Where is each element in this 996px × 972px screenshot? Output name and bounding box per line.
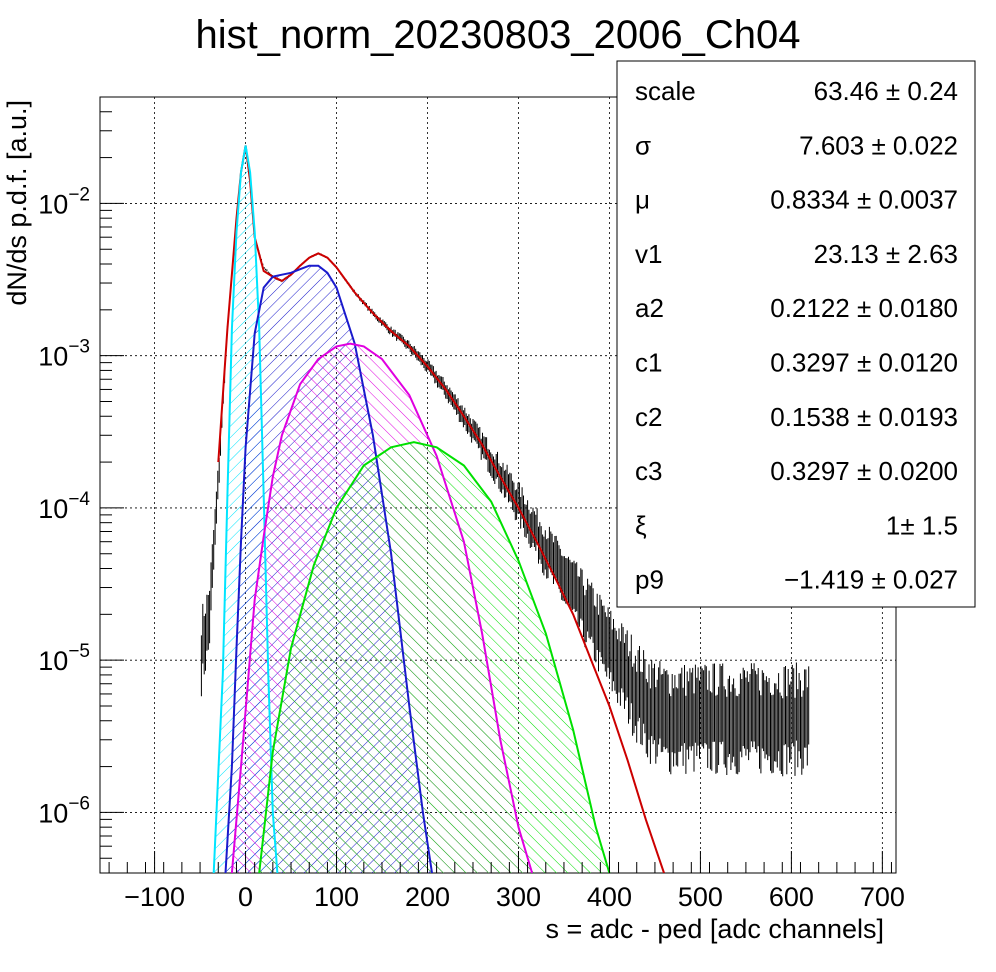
stats-param-name: ξ (635, 510, 647, 540)
stats-param-value: 1± 1.5 (886, 510, 958, 540)
series-line-3 (230, 342, 534, 873)
stats-param-name: v1 (635, 239, 662, 269)
stats-param-value: −1.419 ± 0.027 (784, 565, 958, 595)
x-tick-label: −100 (124, 882, 185, 912)
stats-param-name: c1 (635, 348, 662, 378)
stats-param-value: 0.8334 ± 0.0037 (770, 185, 958, 215)
component-fills (213, 145, 610, 873)
y-tick-label: 10−3 (38, 337, 90, 372)
x-tick-label: 700 (860, 882, 905, 912)
stats-param-name: scale (635, 76, 696, 106)
stats-box: scale 63.46 ± 0.24 σ 7.603 ± 0.022 μ 0.8334 ±… (616, 60, 976, 608)
x-tick-label: 300 (496, 882, 541, 912)
y-axis-label: dN/ds p.d.f. [a.u.] (2, 100, 32, 306)
stats-param-name: μ (635, 185, 650, 215)
chart-title: hist_norm_20230803_2006_Ch04 (196, 13, 801, 57)
series-line-4 (258, 441, 611, 873)
x-tick-label: 600 (769, 882, 814, 912)
stats-param-value: 23.13 ± 2.63 (814, 239, 958, 269)
stats-param-value: 0.1538 ± 0.0193 (770, 402, 958, 432)
stats-param-name: σ (635, 130, 651, 160)
series-line-1 (212, 145, 279, 873)
axis-ticks: −100 0 100 200 300 400 500 600 700 10−6 10−5 10−4 10… (38, 96, 905, 912)
x-tick-label: 0 (238, 882, 253, 912)
stats-param-value: 7.603 ± 0.022 (799, 130, 958, 160)
y-tick-label: 10−4 (38, 489, 90, 524)
stats-param-name: p9 (635, 565, 664, 595)
x-axis-label: s = adc - ped [adc channels] (546, 914, 884, 944)
x-tick-label: 400 (587, 882, 632, 912)
y-tick-label: 10−6 (38, 793, 90, 828)
x-tick-label: 100 (314, 882, 359, 912)
series-line-2 (224, 264, 433, 873)
stats-param-value: 0.3297 ± 0.0120 (770, 348, 958, 378)
stats-param-value: 63.46 ± 0.24 (814, 76, 958, 106)
x-tick-label: 500 (678, 882, 723, 912)
stats-box-frame (616, 60, 976, 608)
stats-param-name: c3 (635, 456, 662, 486)
x-tick-label: 200 (405, 882, 450, 912)
stats-param-value: 0.2122 ± 0.0180 (770, 293, 958, 323)
stats-param-name: c2 (635, 402, 662, 432)
series-fill-4 (259, 442, 610, 873)
y-tick-label: 10−5 (38, 641, 90, 676)
stats-param-value: 0.3297 ± 0.0200 (770, 456, 958, 486)
stats-param-name: a2 (635, 293, 664, 323)
fit-curves (212, 145, 665, 873)
y-tick-label: 10−2 (38, 184, 90, 219)
